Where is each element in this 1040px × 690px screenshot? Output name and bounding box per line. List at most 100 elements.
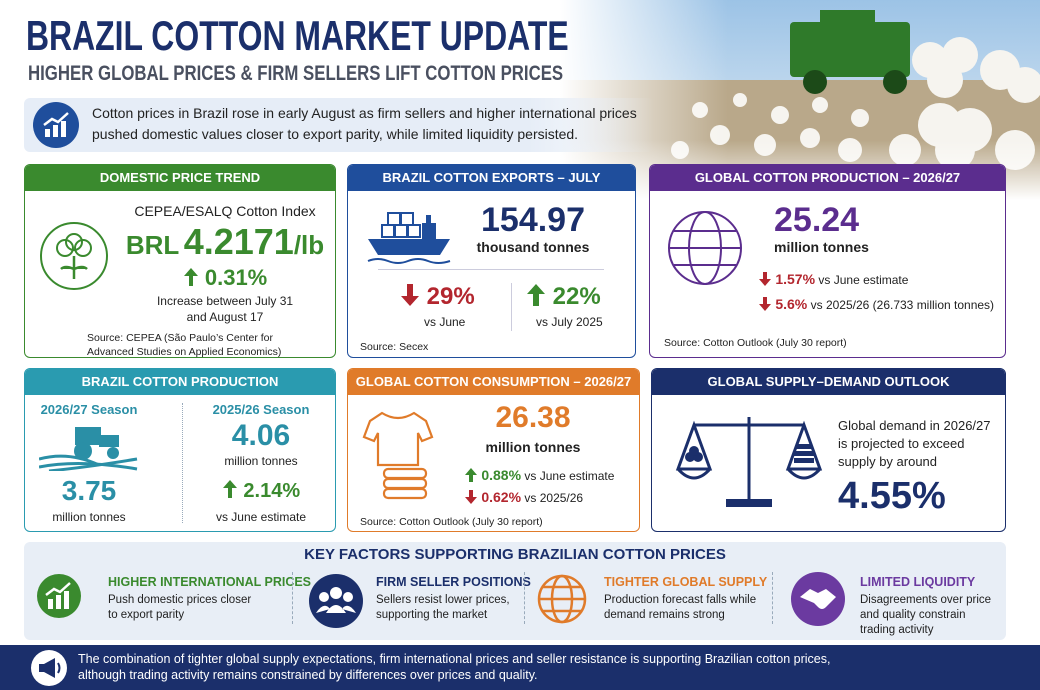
outlook-card: GLOBAL SUPPLY–DEMAND OUTLOOK Global dema…	[651, 368, 1006, 532]
factor-icon	[791, 572, 845, 626]
factor-text: Disagreements over price and quality cons…	[860, 593, 991, 638]
change-label: vs June	[424, 315, 466, 329]
index-name: CEPEA/ESALQ Cotton Index	[134, 203, 316, 219]
note-line: and August 17	[186, 310, 264, 324]
change-note: Increase between July 31 and August 17	[115, 293, 335, 325]
tractor-icon	[39, 427, 138, 471]
up-arrow	[183, 268, 198, 286]
change-value: 22%	[552, 283, 601, 310]
subtitle: HIGHER GLOBAL PRICES & FIRM SELLERS LIFT…	[28, 62, 564, 85]
scale-icon	[675, 417, 823, 507]
note-line: Increase between July 31	[156, 294, 294, 308]
outlook-text: Global demand in 2026/27 is projected to …	[838, 417, 991, 471]
season-change: 2.14%	[195, 479, 327, 503]
change-value: 2.14%	[243, 480, 301, 502]
divider	[182, 403, 183, 523]
change-label: vs June estimate	[818, 273, 909, 287]
change-value: 1.57%	[775, 271, 816, 287]
intro-box	[24, 98, 654, 152]
change-value: 29%	[426, 283, 475, 310]
change-label: vs July 2025	[536, 315, 603, 329]
intro-text: Cotton prices in Brazil rose in early Au…	[92, 103, 637, 145]
cotton-icon	[40, 222, 108, 290]
down-arrow	[401, 284, 419, 306]
factor: HIGHER INTERNATIONAL PRICES Push domestic…	[108, 575, 311, 623]
source: Source: Secex	[360, 341, 429, 353]
textile-icon	[362, 411, 434, 500]
card-header: GLOBAL COTTON PRODUCTION – 2026/27	[650, 165, 1005, 191]
card-header: GLOBAL COTTON CONSUMPTION – 2026/27	[348, 369, 639, 395]
price-value: 4.2171	[183, 221, 294, 262]
season-value: 4.06	[231, 419, 291, 452]
season-unit: million tonnes	[52, 510, 126, 524]
factor-icon	[37, 574, 81, 618]
separator	[524, 572, 525, 624]
source-line: Advanced Studies on Applied Economics)	[87, 346, 282, 358]
factor-text: Sellers resist lower prices, supporting t…	[376, 593, 531, 623]
factor-line: demand remains strong	[604, 609, 725, 621]
global-consumption-card: GLOBAL COTTON CONSUMPTION – 2026/27 26.3…	[347, 368, 640, 532]
exports-value: 154.97	[481, 201, 585, 239]
exports-card: BRAZIL COTTON EXPORTS – JULY 154.97 thou…	[347, 164, 636, 358]
price: BRL 4.2171/lb	[115, 221, 335, 263]
outlook-value: 4.55%	[838, 475, 946, 517]
change-label: vs 2025/26 (26.733 million tonnes)	[810, 298, 995, 312]
down-arrow	[465, 490, 477, 504]
factor-title: TIGHTER GLOBAL SUPPLY	[604, 575, 768, 589]
change: 5.6% vs 2025/26 (26.733 million tonnes)	[758, 296, 994, 312]
change-label: vs June estimate	[215, 510, 307, 524]
factor-title: HIGHER INTERNATIONAL PRICES	[108, 575, 312, 589]
globe-icon	[668, 211, 742, 285]
ship-icon	[367, 212, 451, 264]
consumption-value: 26.38	[495, 401, 571, 434]
change: 29%	[400, 283, 475, 311]
change-value: 0.62%	[481, 489, 522, 505]
domestic-price-card: DOMESTIC PRICE TREND CEPEA/ESALQ Cotton …	[24, 164, 336, 358]
factor-line: Push domestic prices closer	[108, 594, 252, 606]
factor-text: Production forecast falls while demand re…	[604, 593, 767, 623]
global-production-card: GLOBAL COTTON PRODUCTION – 2026/27 25.24…	[649, 164, 1006, 358]
change-label: vs June estimate	[524, 469, 615, 483]
separator	[772, 572, 773, 624]
factor: TIGHTER GLOBAL SUPPLY Production forecast…	[604, 575, 767, 623]
outlook-line: Global demand in 2026/27	[838, 418, 991, 433]
factor-line: Disagreements over price	[860, 594, 992, 606]
season: 2026/27 Season	[40, 402, 138, 417]
intro-line: pushed domestic values closer to export …	[92, 126, 579, 142]
season: 2025/26 Season	[212, 402, 310, 417]
card-header: DOMESTIC PRICE TREND	[25, 165, 335, 191]
factor-icon	[537, 574, 587, 624]
factor: LIMITED LIQUIDITY Disagreements over pric…	[860, 575, 991, 638]
consumption-unit: million tonnes	[485, 439, 581, 455]
change: 0.62% vs 2025/26	[464, 489, 583, 505]
divider	[511, 283, 512, 331]
factor-title: LIMITED LIQUIDITY	[860, 575, 976, 589]
outlook-line: supply by around	[838, 454, 938, 469]
up-arrow	[527, 284, 545, 306]
factor-icon	[309, 574, 363, 628]
season-unit: million tonnes	[224, 454, 298, 468]
season-value: 3.75	[61, 475, 117, 506]
change-value: 5.6%	[775, 296, 808, 312]
factor: FIRM SELLER POSITIONS Sellers resist lowe…	[376, 575, 531, 623]
factor-title: FIRM SELLER POSITIONS	[376, 575, 531, 589]
card-header: BRAZIL COTTON EXPORTS – JULY	[348, 165, 635, 191]
production-value: 25.24	[774, 201, 860, 239]
change-value: 0.88%	[481, 467, 522, 483]
change-label: vs 2025/26	[524, 491, 584, 505]
change: 0.88% vs June estimate	[464, 467, 614, 483]
factor-line: supporting the market	[376, 609, 488, 621]
down-arrow	[759, 297, 771, 311]
footer	[0, 645, 1040, 690]
up-arrow	[222, 480, 237, 498]
factor-line: and quality constrain	[860, 609, 966, 621]
outlook-line: is projected to exceed	[838, 436, 965, 451]
factor-line: Production forecast falls while	[604, 594, 757, 606]
price-unit: /lb	[293, 230, 325, 260]
source: Source: Cotton Outlook (July 30 report)	[664, 337, 847, 349]
megaphone-icon	[31, 650, 67, 686]
key-factors-title: KEY FACTORS SUPPORTING BRAZILIAN COTTON …	[304, 546, 726, 563]
down-arrow	[759, 272, 771, 286]
